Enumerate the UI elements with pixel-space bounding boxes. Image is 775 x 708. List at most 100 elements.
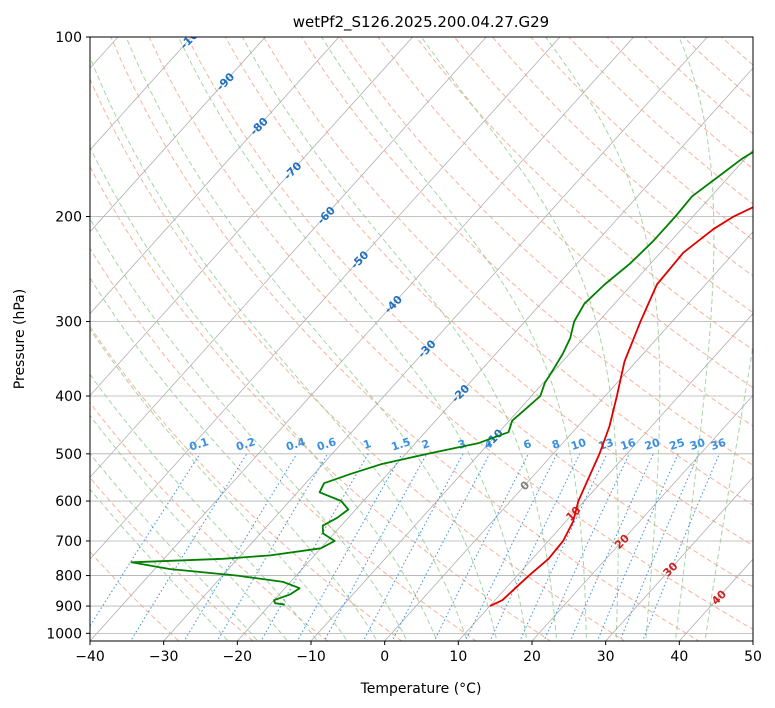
isotherm <box>90 37 487 478</box>
mixing-ratio-label: 10 <box>569 436 588 453</box>
mixing-ratio-line <box>323 453 428 641</box>
dry-adiabat <box>415 37 753 351</box>
dry-adiabat <box>339 37 753 427</box>
mixing-ratio-line <box>90 453 201 627</box>
mixing-ratio-line <box>464 453 558 641</box>
isotherm <box>384 231 753 641</box>
isotherm <box>90 37 266 233</box>
isotherm <box>531 394 753 641</box>
dry-adiabat <box>148 37 753 630</box>
mixing-ratio-label: 3 <box>456 437 467 452</box>
mixing-ratio-label: 1 <box>362 437 373 452</box>
mixing-ratio-label: 0.1 <box>188 435 211 453</box>
grid-labels: 0.1 0.2 0.4 0.6 1 1.5 2 3 4 6 8 10 13 16 20 25 30 36-100-… <box>178 37 730 608</box>
temperature-profile-line <box>489 206 753 607</box>
moist-adiabat <box>704 343 753 641</box>
y-tick-label: 100 <box>55 30 82 46</box>
mixing-ratio-label: 0.6 <box>315 435 338 453</box>
mixing-ratio-label: 4 <box>483 437 495 452</box>
mixing-ratio-line <box>130 453 248 641</box>
mixing-ratio-line <box>362 453 464 641</box>
moist-adiabat <box>90 276 378 641</box>
mixing-ratio-label: 8 <box>550 437 561 452</box>
mixing-ratio-label: 2 <box>420 437 431 452</box>
mixing-ratio-label: 30 <box>688 436 707 453</box>
isotherm <box>457 312 753 641</box>
moist-adiabat <box>90 55 468 641</box>
mixing-ratio-line <box>596 453 679 641</box>
y-axis: 100 200 300 400 500 600 700 800 900 1000 <box>46 30 90 642</box>
isotherm <box>90 37 193 151</box>
moist-adiabat <box>545 37 661 641</box>
dry-adiabat <box>90 78 626 641</box>
isotherm <box>90 37 635 641</box>
moist-adiabat <box>125 37 498 641</box>
background-grid <box>90 37 753 641</box>
isotherm <box>163 37 708 641</box>
dry-adiabat <box>110 37 700 641</box>
x-tick-label: 30 <box>597 649 615 665</box>
mixing-ratio-label: 1.5 <box>390 435 413 453</box>
y-axis-label: Pressure (hPa) <box>12 289 28 389</box>
moist-adiabat <box>420 37 619 641</box>
y-tick-label: 400 <box>55 389 82 405</box>
isotherm <box>90 37 340 315</box>
isotherm <box>605 476 753 641</box>
mixing-ratio-label: 25 <box>668 436 687 453</box>
dewpoint-profile-line <box>130 151 753 606</box>
mixing-ratio-line <box>216 453 329 641</box>
x-tick-label: 40 <box>670 649 688 665</box>
moist-adiabat <box>321 37 587 641</box>
x-tick-label: 50 <box>744 649 762 665</box>
dry-adiabat <box>90 247 477 641</box>
moist-adiabat <box>674 37 715 641</box>
moist-adiabat <box>90 328 348 641</box>
chart-title: wetPf2_S126.2025.200.04.27.G29 <box>293 13 549 32</box>
profiles <box>130 151 753 607</box>
y-tick-label: 900 <box>55 599 82 615</box>
x-tick-label: 20 <box>523 649 541 665</box>
isotherm <box>310 149 753 641</box>
dry-adiabat <box>453 37 753 314</box>
x-axis: −40 −30 −20 −10 0 10 20 30 40 50 <box>75 641 762 665</box>
x-tick-label: −10 <box>296 649 326 665</box>
moist-adiabat <box>90 217 408 641</box>
x-tick-label: 10 <box>449 649 467 665</box>
x-axis-label: Temperature (°C) <box>360 681 482 697</box>
dry-adiabat <box>263 37 753 506</box>
mixing-ratio-label: 36 <box>709 436 728 453</box>
moist-adiabat <box>90 488 229 641</box>
mixing-ratio-label: 0.4 <box>284 435 307 453</box>
y-tick-label: 600 <box>55 494 82 510</box>
moist-adiabat <box>241 37 558 641</box>
moist-adiabat <box>178 37 528 641</box>
dry-adiabat <box>90 476 254 641</box>
plot-frame <box>89 36 754 642</box>
y-tick-label: 1000 <box>46 626 82 642</box>
y-tick-label: 300 <box>55 315 82 331</box>
x-tick-label: −20 <box>223 649 253 665</box>
moist-adiabat <box>90 414 289 641</box>
x-tick-label: 0 <box>380 649 389 665</box>
mixing-ratio-line <box>489 453 581 641</box>
mixing-ratio-line <box>391 453 491 641</box>
y-tick-label: 500 <box>55 447 82 463</box>
y-tick-label: 200 <box>55 210 82 226</box>
mixing-ratio-label: 6 <box>522 437 534 452</box>
isotherm <box>90 37 414 397</box>
isotherm <box>236 67 753 641</box>
mixing-ratio-line <box>183 453 298 641</box>
mixing-ratio-label: 16 <box>619 436 638 453</box>
mixing-ratio-label: 20 <box>643 436 662 453</box>
y-tick-label: 800 <box>55 569 82 585</box>
isotherm <box>90 37 561 560</box>
mixing-ratio-line <box>619 453 700 641</box>
y-tick-label: 700 <box>55 534 82 550</box>
mixing-ratio-label: 0.2 <box>234 435 257 453</box>
moist-adiabat <box>90 452 259 641</box>
x-tick-label: −40 <box>75 649 105 665</box>
x-tick-label: −30 <box>149 649 179 665</box>
mixing-ratio-line <box>642 453 720 641</box>
